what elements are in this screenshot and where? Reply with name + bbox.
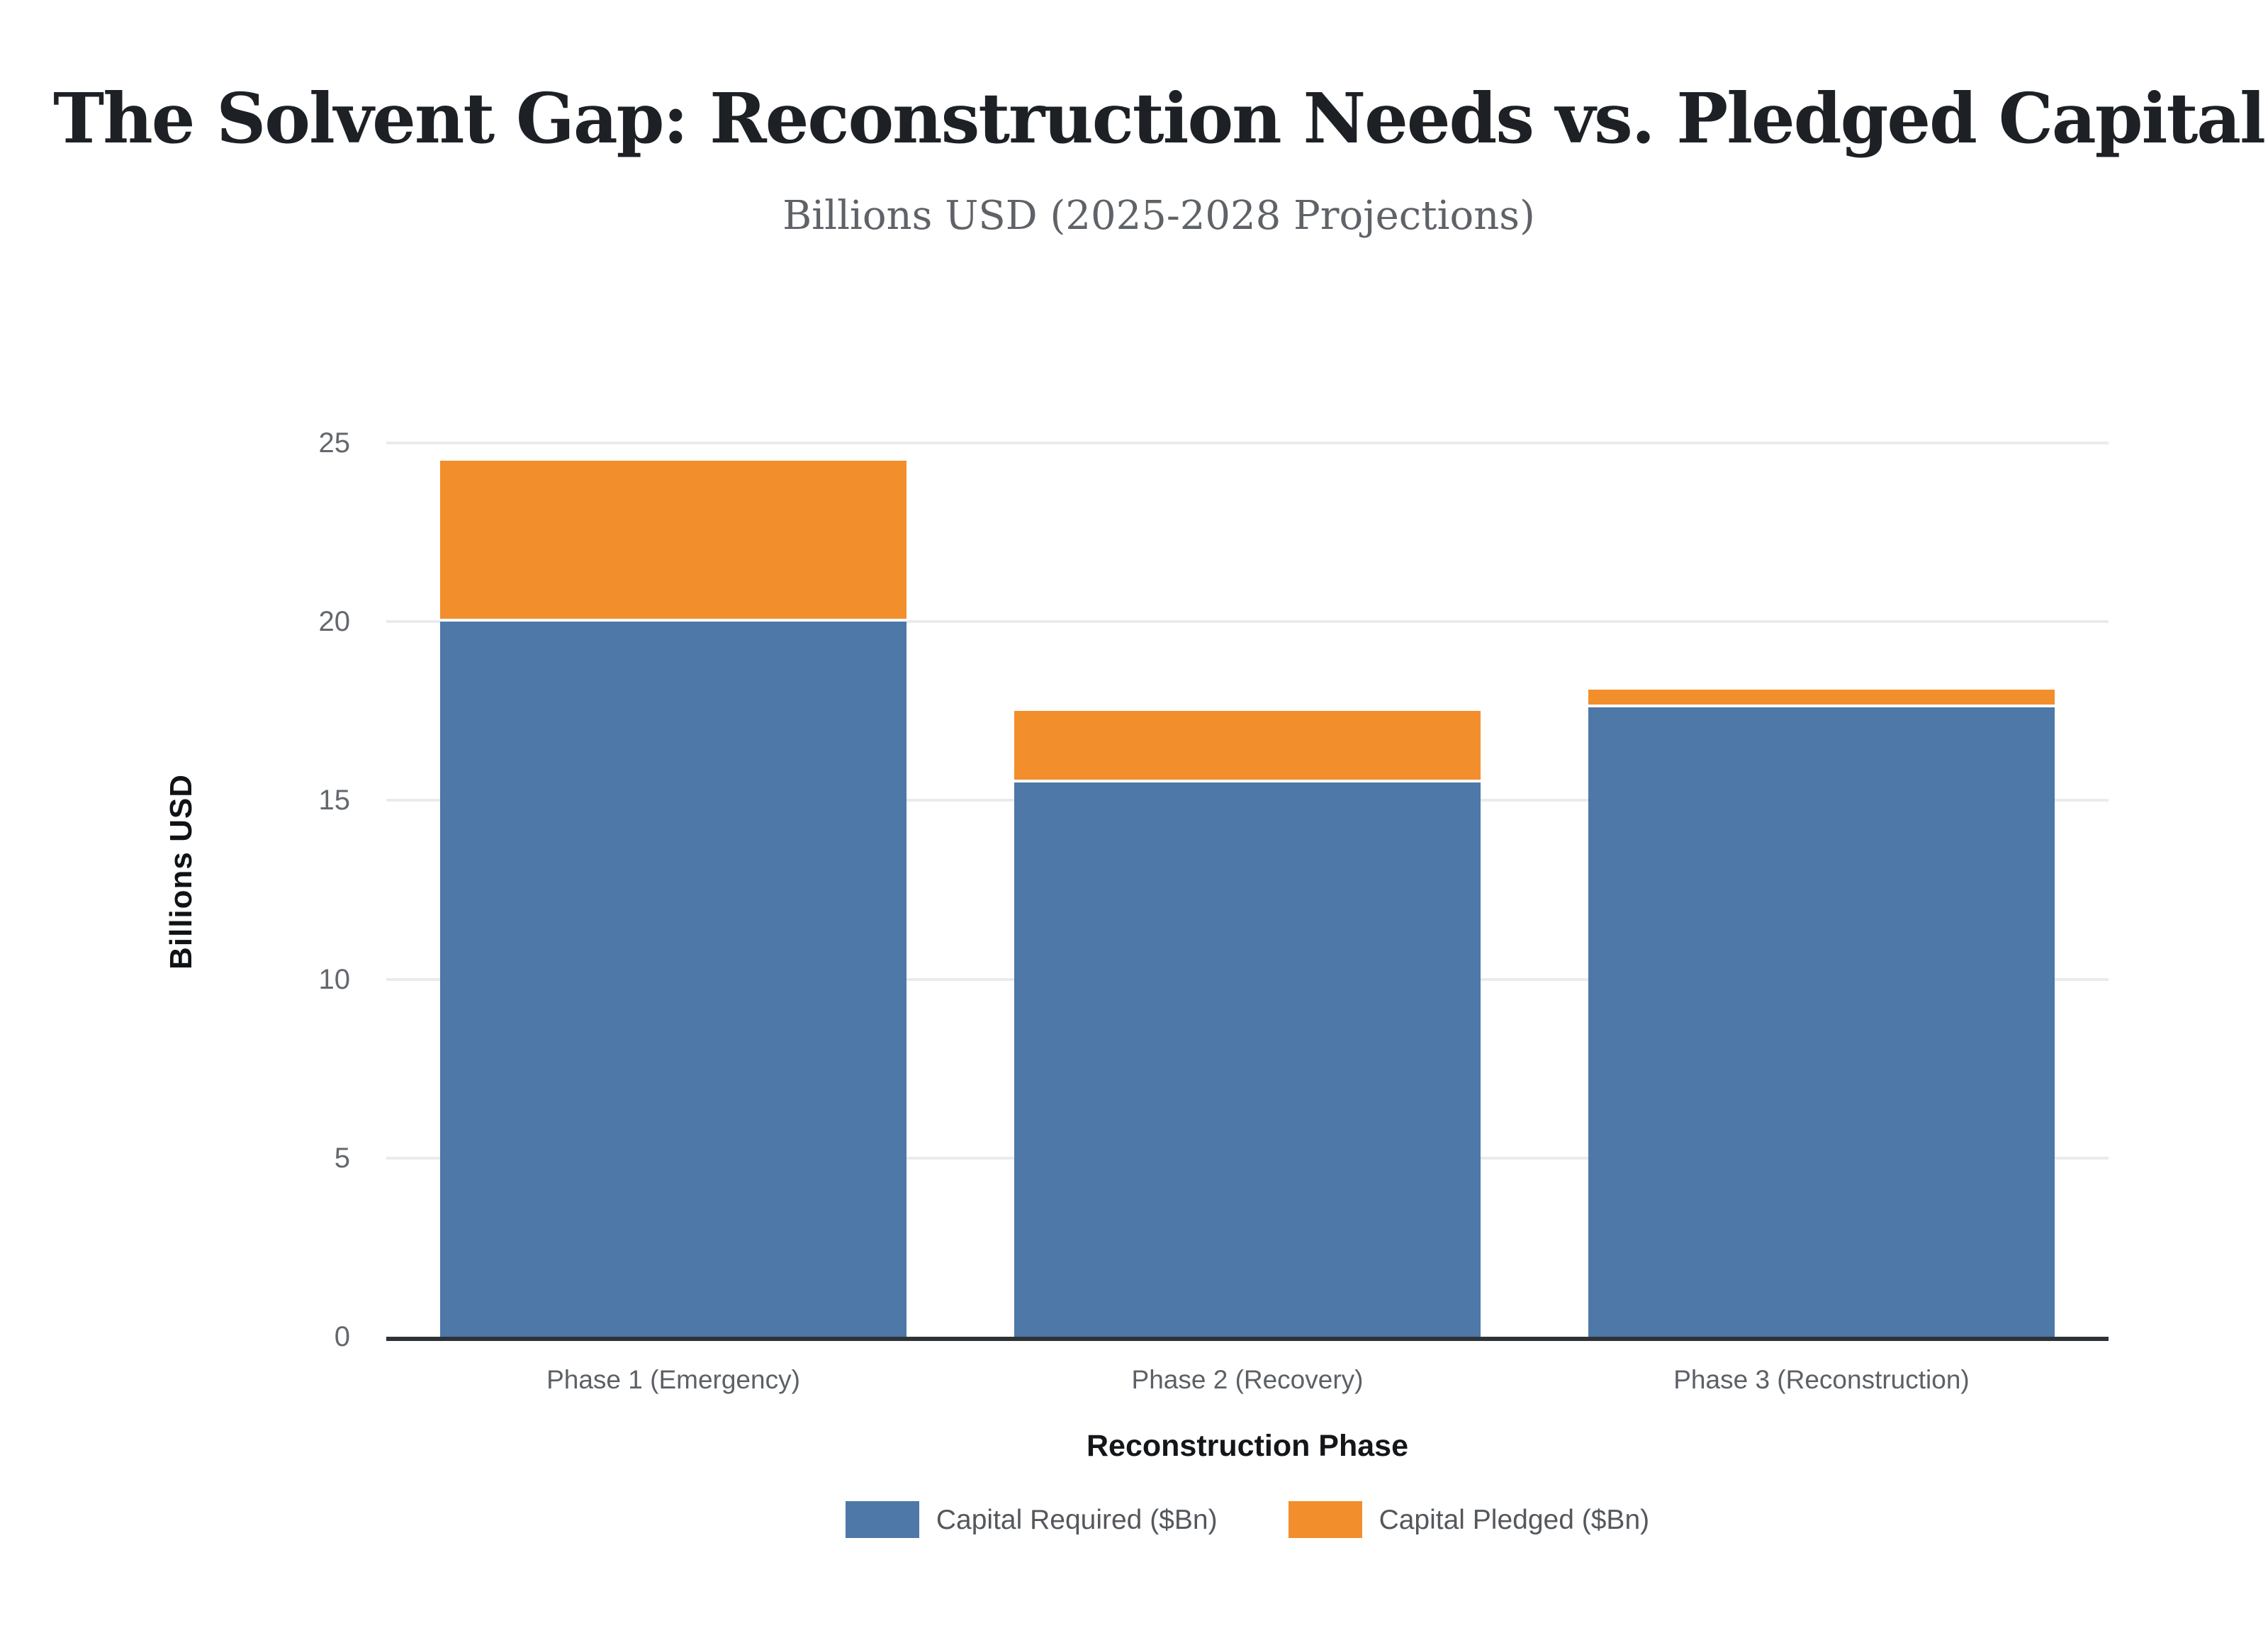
legend-label: Capital Pledged ($Bn) (1379, 1504, 1650, 1535)
x-tick-label: Phase 2 (Recovery) (1131, 1365, 1364, 1394)
bar-segment-pledged (440, 461, 906, 622)
x-axis-line (386, 1337, 2109, 1341)
bar-segment-required (440, 622, 906, 1337)
bar-segment-required (1588, 707, 2055, 1337)
legend: Capital Required ($Bn) Capital Pledged ($… (386, 1501, 2109, 1538)
y-gridline (386, 620, 2109, 624)
legend-swatch (1288, 1501, 1362, 1538)
legend-item: Capital Pledged ($Bn) (1288, 1501, 1650, 1538)
legend-label: Capital Required ($Bn) (936, 1504, 1218, 1535)
y-tick-label: 10 (318, 963, 351, 995)
x-tick-label: Phase 1 (Emergency) (546, 1365, 800, 1394)
chart-title: The Solvent Gap: Reconstruction Needs vs… (53, 78, 2266, 159)
y-gridline (386, 442, 2109, 444)
y-tick-label: 15 (318, 785, 351, 816)
y-tick-label: 0 (334, 1321, 350, 1352)
y-tick-label: 25 (318, 427, 351, 459)
x-tick-label: Phase 3 (Reconstruction) (1673, 1365, 1970, 1394)
legend-swatch (845, 1501, 919, 1538)
y-tick-label: 20 (318, 606, 351, 638)
chart-subtitle: Billions USD (2025-2028 Projections) (782, 193, 1535, 239)
bar-segment-required (1014, 782, 1481, 1337)
legend-item: Capital Required ($Bn) (845, 1501, 1218, 1538)
y-tick-label: 5 (334, 1142, 350, 1174)
bar-segment-pledged (1014, 711, 1481, 783)
bar-segment-pledged (1588, 690, 2055, 708)
x-axis-title: Reconstruction Phase (1087, 1429, 1408, 1463)
